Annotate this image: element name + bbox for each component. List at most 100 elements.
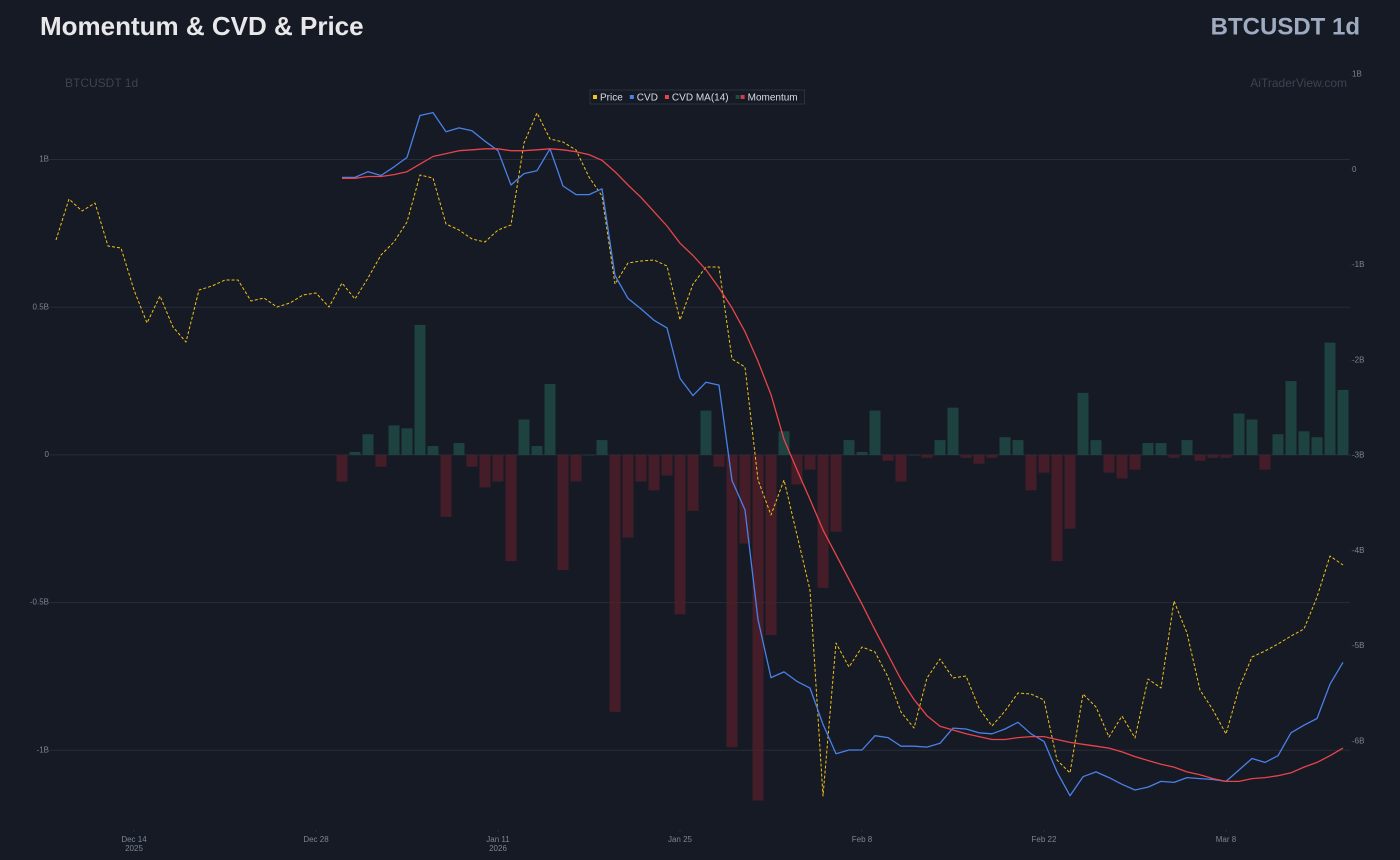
momentum-bar (986, 454, 998, 458)
momentum-bar (687, 454, 699, 512)
momentum-bar (1051, 454, 1063, 562)
x-tick-label: Jan 25 (668, 835, 693, 844)
momentum-bar (1298, 431, 1310, 455)
momentum-bar (934, 440, 946, 455)
momentum-bar (1090, 440, 1102, 455)
x-tick-label: Mar 8 (1216, 835, 1237, 844)
momentum-bar (1311, 437, 1323, 455)
symbol-label: BTCUSDT 1d (1211, 13, 1360, 40)
momentum-bar (947, 407, 959, 455)
momentum-bar (531, 446, 543, 455)
momentum-bar (856, 451, 868, 455)
momentum-bar (739, 454, 751, 544)
x-tick-label: Dec 28 (303, 835, 329, 844)
y-tick-label: 0.5B (33, 302, 49, 311)
x-tick-year: 2026 (489, 844, 507, 853)
momentum-bar (609, 454, 621, 712)
momentum-bar (869, 410, 881, 455)
momentum-bar (1337, 389, 1349, 455)
momentum-bar (1064, 454, 1076, 529)
momentum-bar (661, 454, 673, 476)
momentum-bar (570, 454, 582, 482)
momentum-bar (518, 419, 530, 455)
legend-box (589, 89, 805, 105)
momentum-bar (817, 454, 829, 588)
momentum-bar (466, 454, 478, 467)
x-tick-label: Jan 11 (486, 835, 510, 844)
momentum-bar (505, 454, 517, 562)
momentum-bar (674, 454, 686, 615)
legend-swatch (664, 95, 669, 99)
momentum-bar (544, 383, 556, 455)
y-tick-label: -0.5B (30, 598, 49, 607)
momentum-bar (1324, 342, 1336, 455)
momentum-bar (1220, 454, 1232, 458)
legend-label: CVD MA(14) (672, 93, 729, 104)
momentum-bar (362, 434, 374, 455)
y2-tick-label: -3B (1352, 451, 1364, 460)
momentum-bar (557, 454, 569, 571)
momentum-bar (622, 454, 634, 538)
y2-tick-label: 1B (1352, 70, 1362, 79)
x-tick-year: 2025 (125, 844, 143, 853)
watermark: BTCUSDT 1d (65, 76, 138, 90)
momentum-bar (1207, 454, 1219, 458)
legend: Price CVD CVD MA(14) Momentum (589, 89, 805, 105)
momentum-bar (1181, 440, 1193, 455)
momentum-bar (583, 454, 595, 456)
y2-tick-label: -2B (1352, 355, 1364, 364)
momentum-bar (453, 443, 465, 455)
legend-swatch (740, 95, 745, 99)
legend-swatch (593, 95, 597, 99)
legend-label: Price (600, 93, 623, 104)
x-tick-label: Feb 22 (1032, 835, 1057, 844)
momentum-bar (908, 454, 920, 456)
momentum-bar (1194, 454, 1206, 461)
momentum-bar (895, 454, 907, 482)
y2-tick-label: 0 (1352, 165, 1357, 174)
momentum-bar (1233, 413, 1245, 455)
momentum-bar (1038, 454, 1050, 473)
momentum-bar (1012, 440, 1024, 455)
momentum-bar (1155, 443, 1167, 455)
series-line (342, 148, 1344, 783)
momentum-bar (1142, 443, 1154, 455)
momentum-bar (973, 454, 985, 464)
momentum-bar (843, 440, 855, 455)
lines (55, 111, 1344, 797)
momentum-bar (349, 451, 361, 455)
momentum-bar (960, 454, 972, 458)
momentum-bar (804, 454, 816, 470)
momentum-bar (388, 425, 400, 455)
momentum-bar (427, 446, 439, 455)
watermark: AiTraderView.com (1250, 76, 1347, 90)
momentum-bar (1103, 454, 1115, 473)
momentum-bar (440, 454, 452, 517)
legend-swatch (629, 95, 634, 99)
momentum-bar (778, 431, 790, 455)
grid (50, 159, 1350, 751)
momentum-bar (1285, 381, 1297, 455)
y2-tick-label: -5B (1352, 641, 1364, 650)
momentum-bar (596, 440, 608, 455)
momentum-bar (336, 454, 348, 482)
momentum-bar (492, 454, 504, 482)
y-tick-label: 1B (39, 155, 49, 164)
momentum-bar (1025, 454, 1037, 491)
momentum-bar (713, 454, 725, 467)
momentum-bar (726, 454, 738, 748)
momentum-bar (830, 454, 842, 532)
series-line (342, 111, 1344, 797)
momentum-bar (1246, 419, 1258, 455)
y2-tick-label: -6B (1352, 737, 1364, 746)
momentum-bar (999, 437, 1011, 455)
y-tick-label: -1B (37, 745, 49, 754)
y2-tick-label: -1B (1352, 260, 1364, 269)
legend-label: Momentum (748, 93, 798, 104)
momentum-bar (1259, 454, 1271, 470)
chart-title: Momentum & CVD & Price (40, 11, 364, 41)
momentum-bar (1077, 392, 1089, 455)
momentum-bar (479, 454, 491, 488)
bars (336, 324, 1349, 801)
momentum-bar (401, 428, 413, 455)
